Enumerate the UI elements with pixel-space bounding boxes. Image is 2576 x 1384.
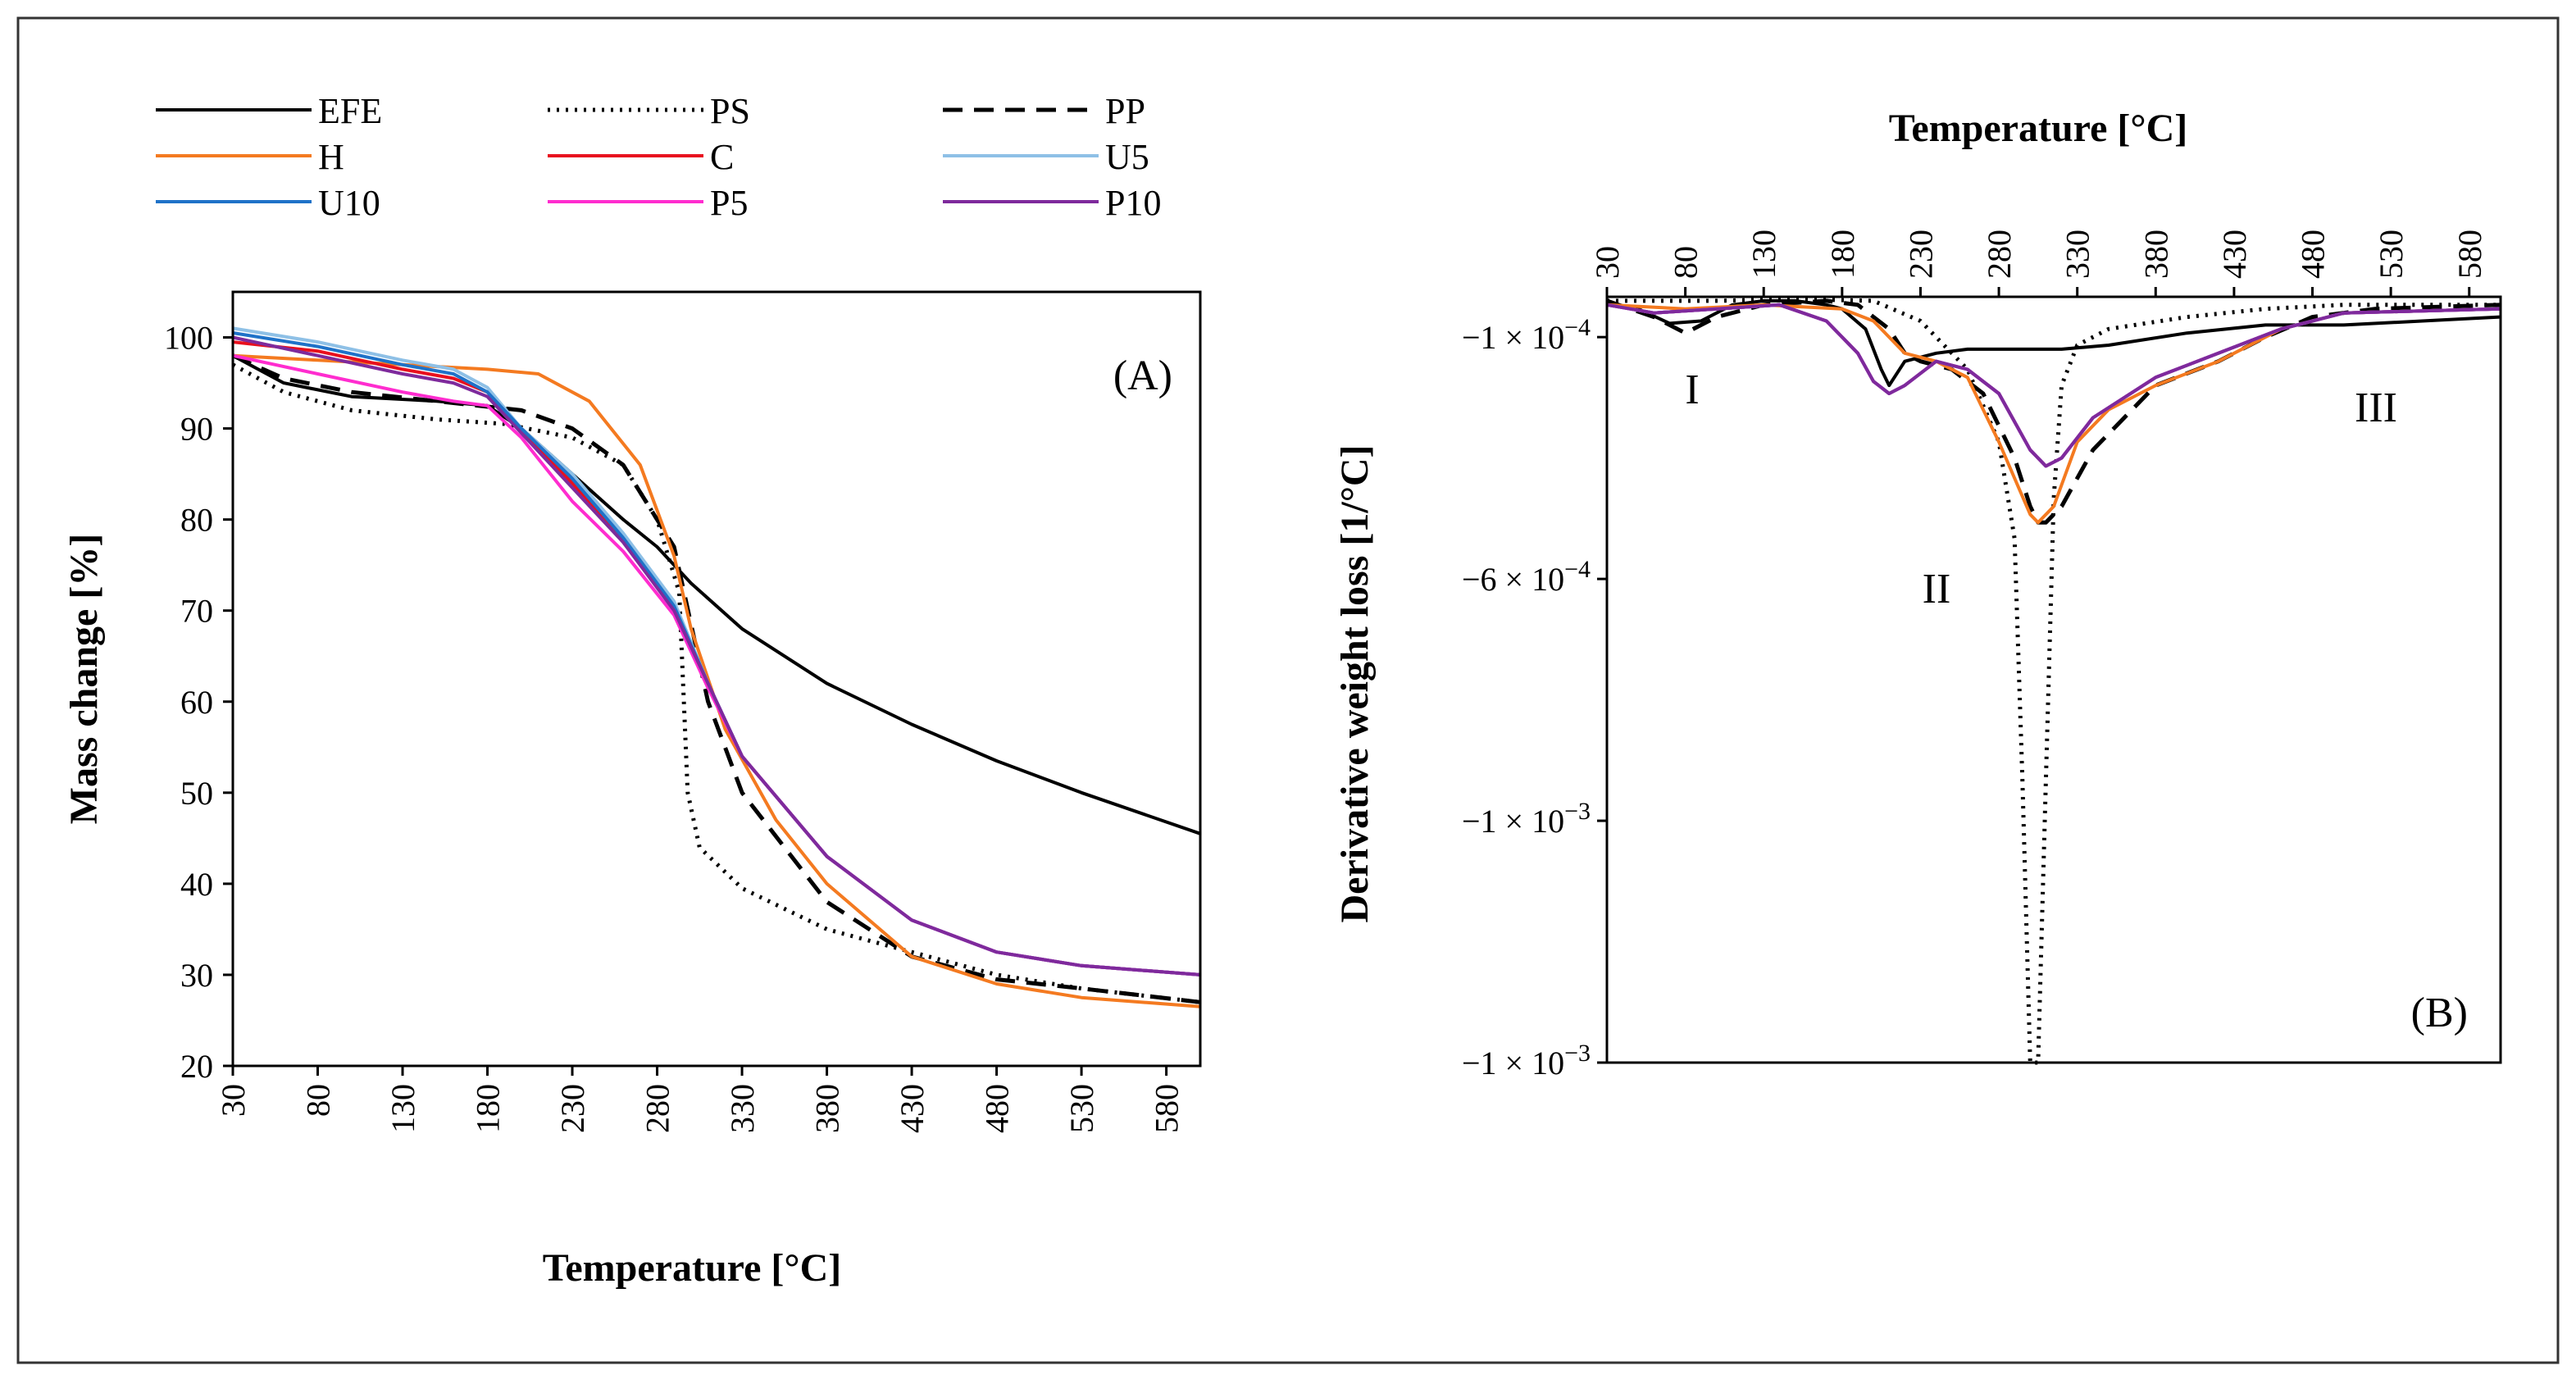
panel-b-series-h [1606, 303, 2501, 525]
panel-b-y-tick-label: −6 × 10−4 [1462, 556, 1591, 598]
panel-a-x-ticks: 30 80 130 180 230 280 330 380 430 480 530 580 [215, 1066, 1186, 1133]
panel-b-x-tick-label: 230 [1902, 230, 1939, 279]
panel-b-series-efe [1606, 298, 2501, 388]
panel-a-x-tick-label: 180 [470, 1084, 507, 1133]
figure-border [16, 16, 2560, 1364]
panel-a-series-p10 [232, 335, 1201, 977]
panel-a-x-tick-label: 480 [979, 1084, 1016, 1133]
legend: EFE PS PP H C U5 U10 P5 P10 [156, 91, 1161, 223]
panel-a-series-u10 [232, 331, 1201, 977]
legend-label-p10: P10 [1105, 183, 1161, 223]
panel-a-y-tick-label: 60 [180, 684, 213, 721]
region-label-iii: III [2355, 385, 2397, 431]
panel-a-y-tick-label: 80 [180, 502, 213, 539]
panel-a-y-tick-label: 100 [164, 320, 213, 357]
panel-b-y-axis-title: Derivative weight loss [1/°C] [1333, 444, 1377, 922]
panel-b-x-tick-label: 130 [1745, 230, 1782, 279]
panel-a-series-p5 [232, 353, 1201, 977]
legend-label-efe: EFE [318, 91, 382, 131]
panel-b-x-ticks: 30 80 130 180 230 280 330 380 430 480 530 580 [1589, 230, 2488, 297]
legend-label-h: H [318, 137, 344, 177]
legend-label-c: C [710, 137, 734, 177]
panel-a-y-tick-label: 30 [180, 957, 213, 994]
panel-a-x-tick-label: 280 [639, 1084, 676, 1133]
panel-a-x-axis-title: Temperature [°C] [543, 1246, 841, 1290]
panel-a-x-tick-label: 130 [385, 1084, 421, 1133]
panel-a-label: (A) [1113, 353, 1172, 399]
panel-a-frame [231, 290, 1202, 1068]
panel-a-x-tick-label: 380 [809, 1084, 846, 1133]
panel-b-y-tick-label: −1 × 10−3 [1462, 1040, 1591, 1081]
panel-b-x-tick-label: 180 [1824, 230, 1861, 279]
panel-b-x-tick-label: 580 [2451, 230, 2488, 279]
region-label-ii: II [1923, 566, 1951, 612]
panel-a-x-tick-label: 580 [1149, 1084, 1186, 1133]
panel-b-x-tick-label: 480 [2295, 230, 2332, 279]
panel-b-y-tick-label: −1 × 10−4 [1462, 314, 1591, 356]
panel-b-frame [1605, 295, 2502, 1064]
panel-b-x-tick-label: 330 [2059, 230, 2096, 279]
panel-a-x-tick-label: 530 [1063, 1084, 1100, 1133]
panel-a-series-pp [231, 353, 1201, 1004]
panel-b-x-tick-label: 30 [1589, 246, 1626, 279]
legend-label-p5: P5 [710, 183, 748, 223]
panel-b-label: (B) [2411, 990, 2468, 1036]
panel-a-y-tick-label: 90 [180, 411, 213, 448]
panel-a-y-tick-label: 40 [180, 866, 213, 903]
legend-label-u5: U5 [1105, 137, 1149, 177]
panel-a-series-c [232, 340, 1201, 977]
panel-a-y-ticks: 20 30 40 50 60 70 80 90 100 [164, 320, 233, 1085]
region-label-i: I [1685, 366, 1699, 413]
panel-b-y-ticks: −1 × 10−4 −6 × 10−4 −1 × 10−3 −1 × 10−3 [1462, 314, 1607, 1081]
panel-b-y-tick-label: −1 × 10−3 [1462, 798, 1591, 840]
panel-a-x-tick-label: 330 [724, 1084, 761, 1133]
panel-a-y-tick-label: 50 [180, 775, 213, 812]
panel-a-x-tick-label: 430 [894, 1084, 931, 1133]
panel-a-series-efe [232, 353, 1201, 835]
panel-a-x-tick-label: 80 [300, 1084, 337, 1117]
panel-b-x-tick-label: 430 [2216, 230, 2253, 279]
legend-label-pp: PP [1105, 91, 1145, 131]
panel-a-y-tick-label: 20 [180, 1048, 213, 1085]
panel-a-x-tick-label: 30 [215, 1084, 252, 1117]
panel-b-x-tick-label: 80 [1668, 246, 1704, 279]
panel-b-x-axis-title: Temperature [°C] [1889, 107, 2187, 150]
panel-b-x-tick-label: 530 [2373, 230, 2410, 279]
legend-label-u10: U10 [318, 183, 380, 223]
panel-a-x-tick-label: 230 [554, 1084, 591, 1133]
panel-b-x-tick-label: 280 [1981, 230, 2018, 279]
panel-b: 30 80 130 180 230 280 330 380 430 480 530 580 −1 × … [1333, 107, 2502, 1081]
panel-a-series-h [232, 353, 1201, 1008]
panel-a-y-axis-title: Mass change [%] [62, 534, 106, 825]
panel-b-series-p10 [1606, 303, 2501, 468]
panel-a-series [231, 326, 1201, 1008]
panel-a-y-tick-label: 70 [180, 593, 213, 630]
panel-b-x-tick-label: 380 [2137, 230, 2174, 279]
panel-b-series [1606, 297, 2501, 1065]
panel-a-series-ps [231, 362, 1201, 1004]
panel-a: 30 80 130 180 230 280 330 380 430 480 530 580 20304… [62, 290, 1202, 1290]
panel-a-series-u5 [232, 326, 1201, 977]
legend-label-ps: PS [710, 91, 750, 131]
